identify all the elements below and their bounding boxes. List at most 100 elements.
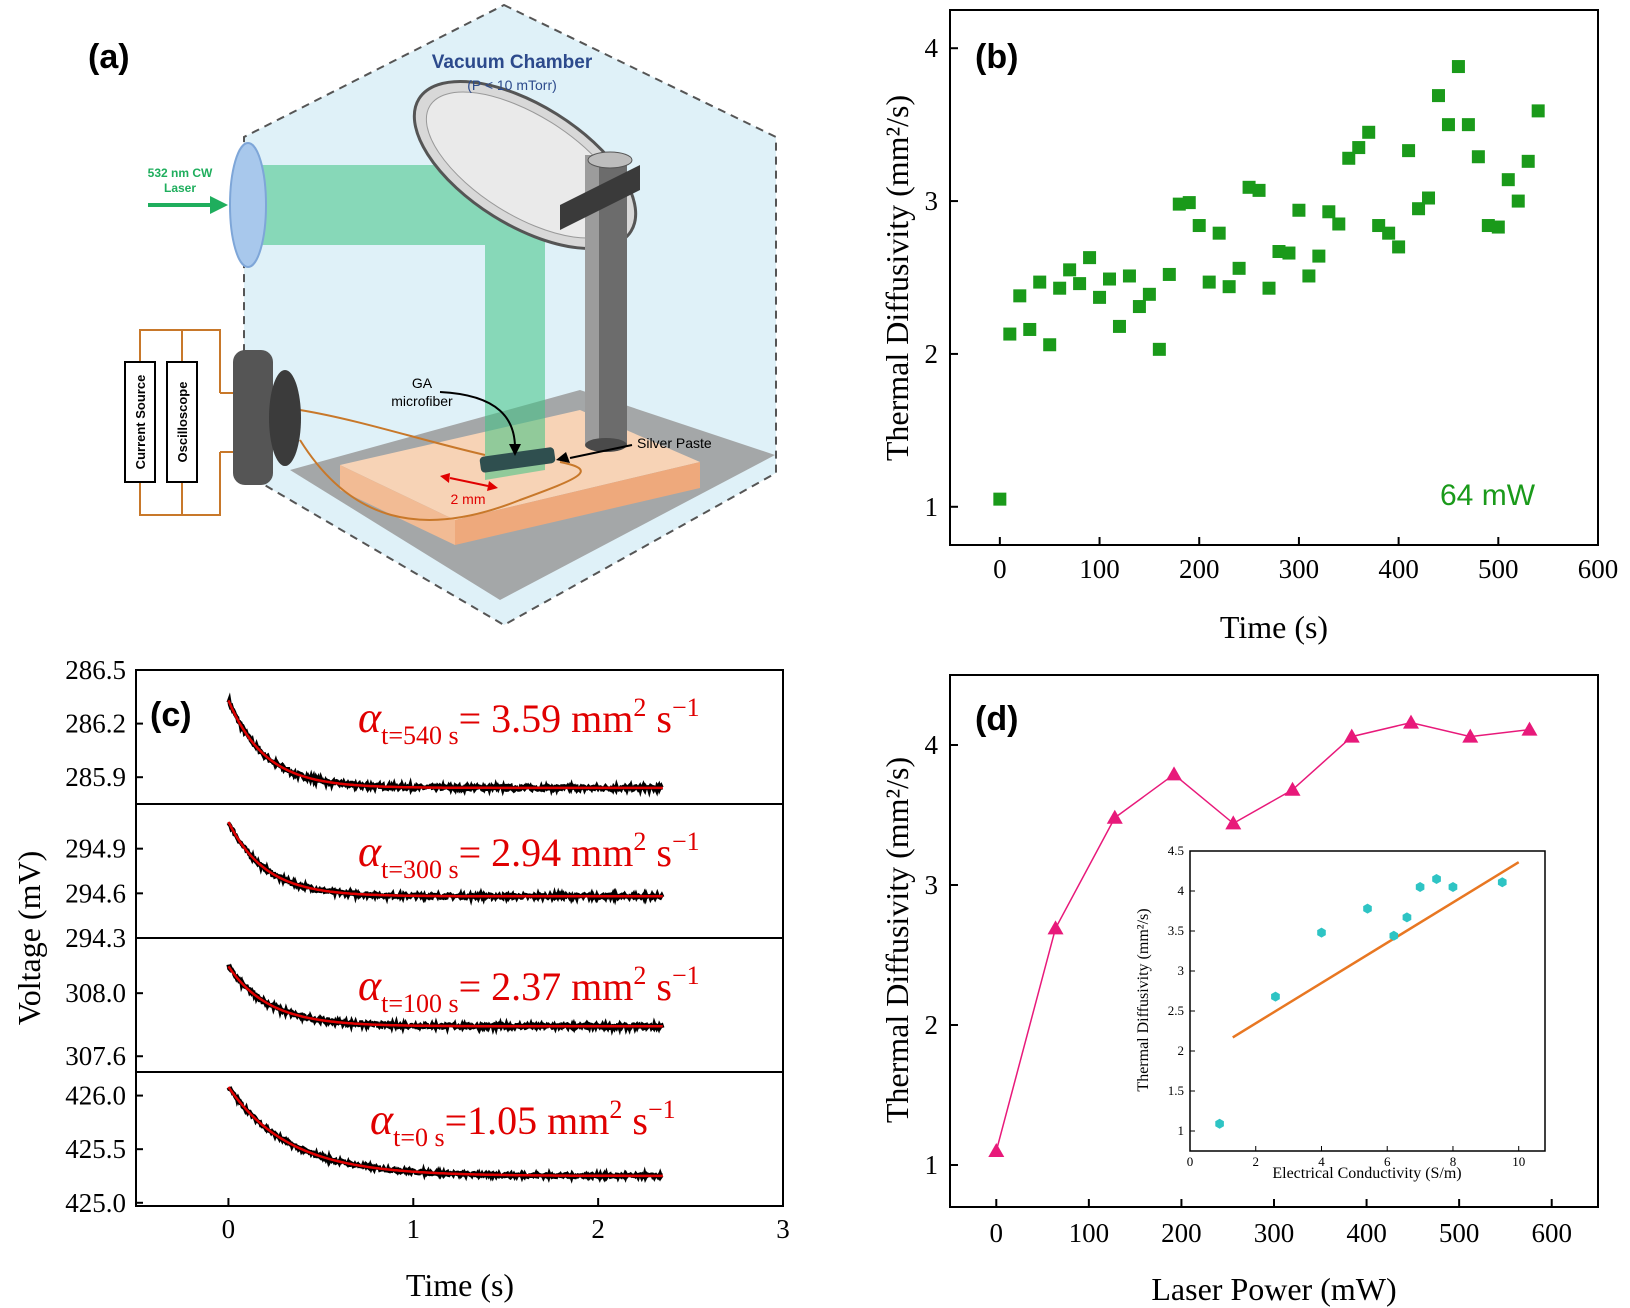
panel-c-ytick-label: 286.2 <box>65 709 126 739</box>
panel-b-point <box>1282 246 1296 260</box>
panel-b-point <box>1451 60 1465 74</box>
panel-d-label: (d) <box>975 700 1018 738</box>
panel-c-annotation: αt=100 s= 2.37 mm2 s−1 <box>358 961 700 1018</box>
inset-point <box>1389 930 1399 941</box>
annotation-value: =1.05 mm <box>445 1098 610 1143</box>
panel-d-point <box>1166 766 1183 781</box>
silver-paste-label: Silver Paste <box>637 435 712 451</box>
panel-b-point <box>1392 240 1406 254</box>
panel-b-point <box>1252 183 1266 197</box>
laser-label-line1: 532 nm CW <box>148 166 213 180</box>
panel-b-point <box>1322 205 1336 219</box>
scale-bar-left-head <box>440 473 450 483</box>
panel-d-point <box>1403 714 1420 729</box>
panel-c-ytick-label: 425.0 <box>65 1188 126 1218</box>
oscilloscope-label: Oscilloscope <box>175 382 190 463</box>
panel-c-ytick-label: 294.9 <box>65 834 126 864</box>
annotation-unit: s <box>646 964 672 1009</box>
panel-b-point <box>1412 202 1426 216</box>
current-source-box <box>124 361 156 483</box>
inset-xlabel: Electrical Conductivity (S/m) <box>1272 1165 1461 1182</box>
panel-b-ytick-label: 1 <box>925 492 939 522</box>
panel-b-point <box>1461 118 1475 132</box>
inset-xtick-label: 2 <box>1252 1154 1259 1169</box>
inset-ytick-label: 1 <box>1178 1123 1185 1138</box>
panel-c-xtick-label: 0 <box>222 1214 236 1244</box>
inset-point <box>1271 991 1280 1002</box>
panel-d-ytick-label: 4 <box>925 730 939 760</box>
annotation-unit: s <box>622 1098 648 1143</box>
inset-ylabel: Thermal Diffusivity (mm²/s) <box>1135 908 1152 1091</box>
mirror-arm <box>560 165 640 230</box>
panel-b-point <box>1112 319 1126 333</box>
annotation-exp2: 2 <box>633 827 646 856</box>
panel-d-point <box>1462 728 1479 743</box>
panel-d-point <box>988 1143 1005 1157</box>
panel-d-xtick-label: 600 <box>1531 1218 1572 1248</box>
panel-c-xlabel: Time (s) <box>406 1267 514 1303</box>
panel-b-point <box>1242 180 1256 194</box>
panel-c-xtick-label: 2 <box>591 1214 605 1244</box>
panel-d-point <box>1284 781 1301 796</box>
panel-b-xtick-label: 300 <box>1279 554 1320 584</box>
panel-b-point <box>1013 289 1027 303</box>
alpha-symbol: α <box>370 1095 394 1144</box>
panel-b-point <box>1332 217 1346 231</box>
panel-c-xtick-label: 3 <box>776 1214 790 1244</box>
inset-xtick-label: 10 <box>1512 1154 1525 1169</box>
detector-face <box>269 370 301 466</box>
panel-d-point <box>1106 809 1123 824</box>
chamber-title: Vacuum Chamber <box>432 52 593 73</box>
panel-b-point <box>1033 275 1047 289</box>
panel-d-ytick-label: 1 <box>925 1150 939 1180</box>
inset-ytick-label: 2.5 <box>1168 1003 1184 1018</box>
alpha-symbol: α <box>358 693 382 742</box>
panel-b-point <box>1093 290 1107 304</box>
panel-b-point <box>1372 219 1386 233</box>
panel-b-point <box>1402 144 1416 158</box>
panel-b-point <box>1073 277 1087 291</box>
wire-2 <box>299 439 582 521</box>
panel-b-point <box>1531 104 1545 118</box>
inset-ytick-label: 4 <box>1178 883 1185 898</box>
sample-stage-front <box>340 465 455 545</box>
annotation-exp-m1: −1 <box>648 1095 676 1124</box>
inset-point <box>1363 903 1372 914</box>
panel-b-xtick-label: 500 <box>1478 554 1519 584</box>
panel-b-ytick-label: 4 <box>925 33 939 63</box>
detector-body <box>233 350 273 485</box>
ga-pointer <box>439 391 516 449</box>
panel-d-xtick-label: 200 <box>1161 1218 1202 1248</box>
panel-b-point <box>1292 203 1306 217</box>
panel-c-fit-line <box>227 821 663 898</box>
inset-ytick-label: 3.5 <box>1168 923 1184 938</box>
panel-c-ytick-label: 285.9 <box>65 762 126 792</box>
panel-b-point <box>1431 89 1445 103</box>
panel-b-point <box>1312 249 1326 263</box>
inset-xtick-label: 4 <box>1318 1154 1325 1169</box>
panel-c-annotation: αt=540 s= 3.59 mm2 s−1 <box>358 693 700 750</box>
panel-b-label: (b) <box>975 38 1018 76</box>
annotation-subscript: t=100 s <box>381 989 459 1018</box>
panel-b-point <box>1063 263 1077 277</box>
panel-d-xtick-label: 0 <box>990 1218 1004 1248</box>
panel-d-ytick-label: 3 <box>925 870 939 900</box>
panel-d-point <box>1343 728 1360 743</box>
panel-b-point <box>1352 141 1366 155</box>
scale-bar <box>449 477 489 487</box>
panel-b-point <box>1053 281 1067 295</box>
panel-b-point <box>1382 226 1396 240</box>
panel-b-xtick-label: 400 <box>1378 554 1419 584</box>
panel-b-xtick-label: 200 <box>1179 554 1220 584</box>
panel-b-point <box>1003 327 1017 341</box>
panel-c-annotation: αt=300 s= 2.94 mm2 s−1 <box>358 827 700 884</box>
inset-point <box>1497 877 1507 888</box>
panel-b-point <box>1142 287 1156 301</box>
annotation-unit: s <box>646 696 672 741</box>
inset-frame <box>1189 850 1546 1152</box>
inset-point <box>1215 1118 1224 1129</box>
wire-1 <box>299 409 486 456</box>
panel-b-frame <box>949 9 1599 546</box>
panel-b-points <box>993 60 1545 506</box>
